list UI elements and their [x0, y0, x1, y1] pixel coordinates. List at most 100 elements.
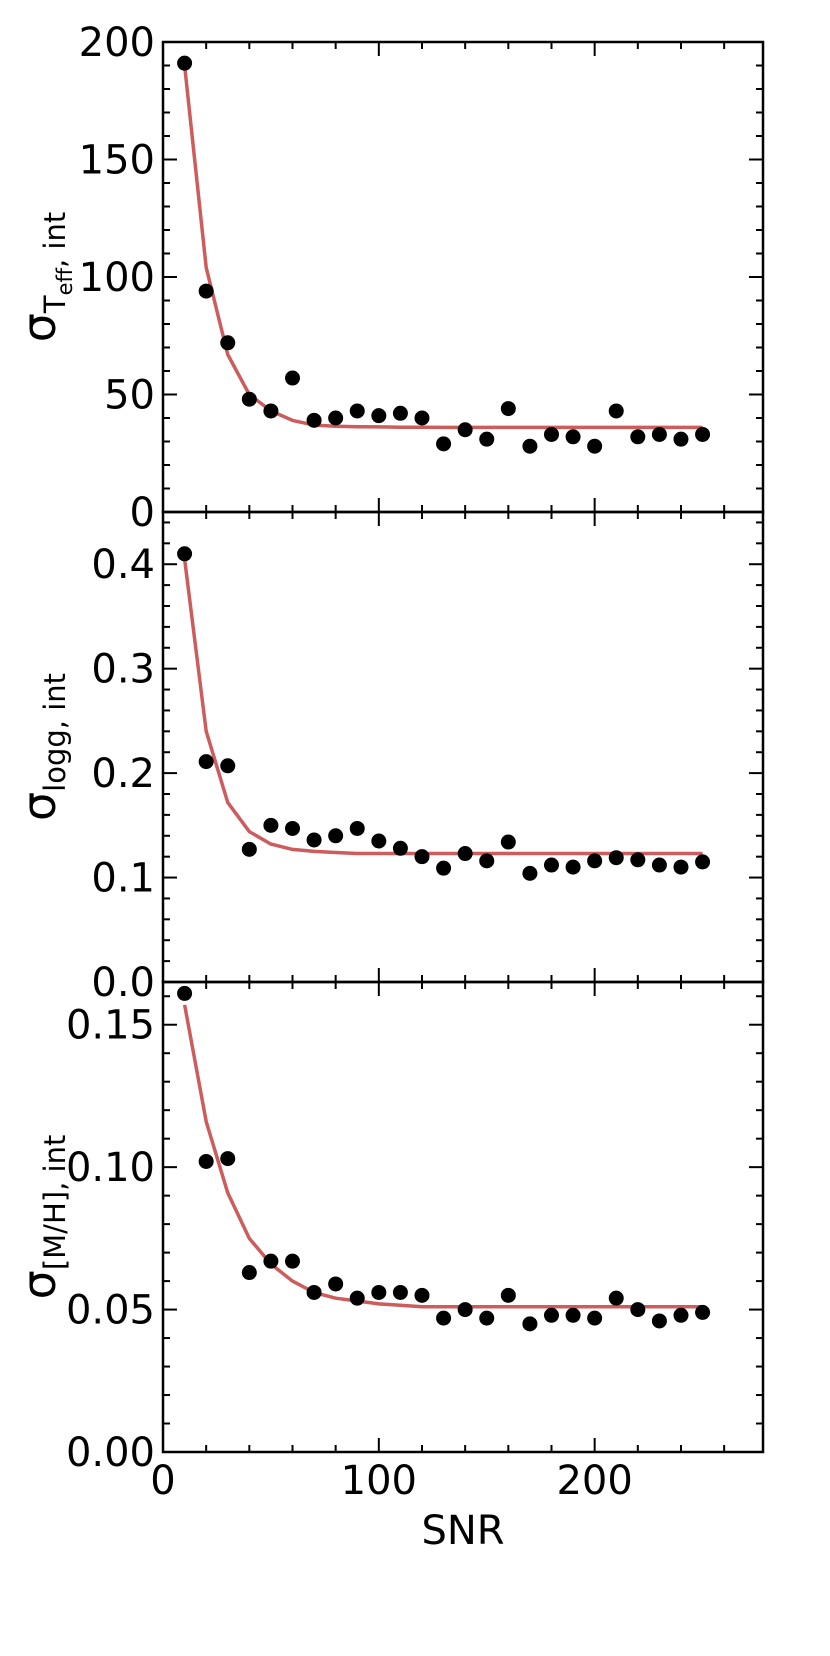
panel-1-ytick-label: 0.0 [91, 960, 155, 1006]
panel-2-point [392, 1284, 408, 1300]
panel-2-point [500, 1287, 516, 1303]
panel-0-point [263, 403, 279, 419]
panel-1-point [414, 849, 430, 865]
ylabel-sigma: σ [12, 313, 66, 342]
panel-1-point [220, 758, 236, 774]
panel-1-point [306, 832, 322, 848]
panel-1-point [328, 828, 344, 844]
panel-1-point [500, 834, 516, 850]
panel-2-ytick-label: 0.00 [66, 1430, 155, 1476]
panel-0-point [608, 403, 624, 419]
panel-0-point [371, 408, 387, 424]
panel-2-ylabel: σ[M/H], int [12, 1135, 72, 1300]
panel-2-ytick-label: 0.05 [66, 1288, 155, 1334]
panel-0-ytick-label: 100 [79, 255, 155, 301]
panel-1-point [457, 846, 473, 862]
panel-0-point [522, 438, 538, 454]
panel-0-fit-line [182, 65, 703, 430]
panel-2-point [349, 1290, 365, 1306]
panel-1-point [371, 833, 387, 849]
panel-1-point [673, 859, 689, 875]
panel-2-fit-line [182, 1004, 703, 1309]
panel-2-point [587, 1310, 603, 1326]
panel-2-point [220, 1151, 236, 1167]
panel-1-point [630, 852, 646, 868]
panel-1-fit-line [182, 558, 703, 856]
panel-2-point [284, 1253, 300, 1269]
panel-0-point [479, 431, 495, 447]
ylabel-suffix: , int [38, 212, 72, 268]
panel-0-point [220, 335, 236, 351]
panel-1-point [522, 865, 538, 881]
panel-0-point [500, 401, 516, 417]
panel-2-ytick-label: 0.15 [66, 1003, 155, 1049]
panel-0-point [651, 426, 667, 442]
panel-2-point [457, 1302, 473, 1318]
panel-0-ylabel: σTeff, int [12, 212, 77, 343]
panel-1-ylabel: σlogg, int [12, 673, 72, 821]
panel-1-point [392, 840, 408, 856]
panel-1-point [479, 853, 495, 869]
panel-1-ytick-label: 0.1 [91, 856, 155, 902]
panel-1-point [651, 857, 667, 873]
panel-2-frame [161, 980, 765, 1454]
panel-2-point [177, 985, 193, 1001]
panel-0-point [565, 429, 581, 445]
panel-0-point [241, 391, 257, 407]
panel-0-ytick-label: 0 [130, 490, 155, 536]
panel-2-point [608, 1290, 624, 1306]
x-tick-label: 100 [341, 1458, 417, 1504]
panel-0-point [328, 410, 344, 426]
panel-1-point [587, 853, 603, 869]
panel-2-point [479, 1310, 495, 1326]
panel-2-point [306, 1284, 322, 1300]
panel-1-point [263, 817, 279, 833]
panel-1-point [241, 841, 257, 857]
panel-0-point [284, 370, 300, 386]
panel-1-point [695, 854, 711, 870]
panel-2-point [630, 1302, 646, 1318]
panel-0-point [177, 55, 193, 71]
panel-2-point [522, 1316, 538, 1332]
panel-0-point [198, 283, 214, 299]
panel-1-point [608, 850, 624, 866]
x-tick-label: 0 [150, 1458, 175, 1504]
x-axis-label: SNR [421, 1508, 504, 1554]
panel-2-point [241, 1265, 257, 1281]
ylabel-subscript: T [38, 295, 72, 314]
panel-1-ytick-label: 0.4 [91, 542, 155, 588]
panel-0-point [414, 410, 430, 426]
panel-2-point [565, 1307, 581, 1323]
panel-1-ytick-label: 0.3 [91, 647, 155, 693]
panel-2-point [651, 1313, 667, 1329]
ylabel-sigma: σ [12, 1270, 66, 1299]
panel-2-point [263, 1253, 279, 1269]
panel-1-point [198, 754, 214, 770]
panel-0-point [306, 412, 322, 428]
panel-2-point [673, 1307, 689, 1323]
panel-0-frame [161, 40, 765, 514]
panel-2-point [436, 1310, 452, 1326]
panel-1-point [284, 820, 300, 836]
panel-0-point [457, 422, 473, 438]
panel-2-ytick-label: 0.10 [66, 1145, 155, 1191]
panel-0-point [587, 438, 603, 454]
panel-0-ytick-label: 50 [104, 373, 155, 419]
panel-1-point [543, 857, 559, 873]
panel-0-point [436, 436, 452, 452]
panel-0-point [392, 405, 408, 421]
ylabel-subsubscript: eff [53, 267, 77, 295]
x-tick-label: 200 [556, 1458, 632, 1504]
panel-1-point [565, 859, 581, 875]
panel-0-point [349, 403, 365, 419]
panel-2-point [198, 1153, 214, 1169]
ylabel-subscript: logg, int [38, 673, 72, 792]
ylabel-subscript: [M/H], int [38, 1135, 72, 1270]
ylabel-sigma: σ [12, 792, 66, 821]
panel-0-point [630, 429, 646, 445]
panel-1-point [349, 820, 365, 836]
panel-0-ytick-label: 200 [79, 20, 155, 66]
panel-1-point [436, 860, 452, 876]
panel-0-point [695, 426, 711, 442]
